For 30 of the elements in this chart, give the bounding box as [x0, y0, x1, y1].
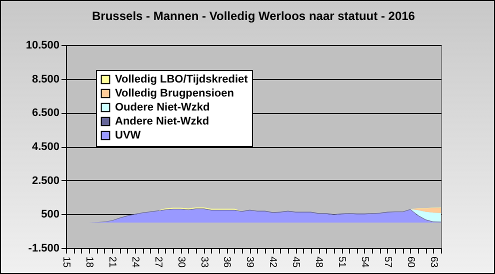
- x-tick-label: 39: [244, 256, 256, 268]
- x-tick-label: 27: [152, 256, 164, 268]
- legend-label: Volledig LBO/Tijdskrediet: [115, 74, 248, 86]
- x-tick-label: 18: [83, 256, 94, 268]
- y-tick-label: 2.500: [32, 174, 60, 187]
- x-tick-label: 30: [175, 256, 186, 268]
- y-tick-label: 6.500: [32, 107, 60, 120]
- legend-label: Volledig Brugpensioen: [115, 88, 234, 100]
- x-tick-label: 15: [60, 256, 72, 268]
- y-tick-label: 10.500: [26, 40, 60, 52]
- y-tick-label: 4.500: [32, 141, 60, 153]
- x-tick-label: 63: [428, 256, 439, 268]
- x-tick-label: 45: [290, 256, 302, 268]
- legend-label: Oudere Niet-Wzkd: [115, 102, 210, 114]
- y-tick-label: -1.500: [28, 242, 60, 254]
- x-tick-label: 57: [382, 256, 393, 268]
- x-tick-label: 54: [358, 256, 370, 268]
- x-tick-label: 33: [198, 256, 210, 268]
- x-tick-label: 60: [404, 256, 416, 268]
- x-tick-label: 24: [129, 256, 140, 268]
- x-tick-label: 36: [221, 256, 232, 268]
- legend-label: UVW: [115, 130, 142, 142]
- x-tick-label: 21: [106, 256, 118, 268]
- y-tick-label: 8.500: [32, 73, 60, 86]
- x-tick-label: 48: [313, 256, 324, 268]
- legend-label: Andere Niet-Wzkd: [115, 116, 210, 128]
- x-tick-label: 51: [336, 256, 348, 268]
- y-tick-label: 500: [41, 208, 60, 221]
- x-tick-label: 42: [267, 256, 278, 268]
- chart-title: Brussels - Mannen - Volledig Werloos naar statuut - 2016: [92, 9, 416, 23]
